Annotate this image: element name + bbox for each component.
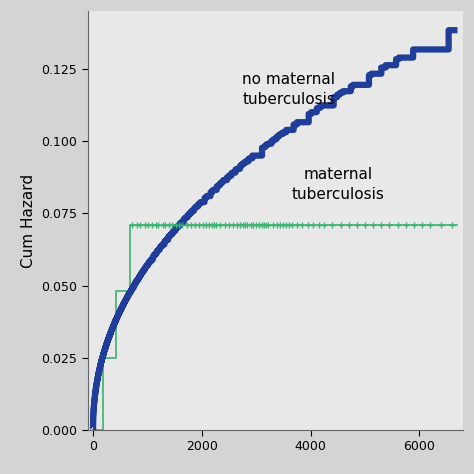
Text: maternal
tuberculosis: maternal tuberculosis <box>292 167 384 202</box>
Text: no maternal
tuberculosis: no maternal tuberculosis <box>242 72 335 107</box>
Y-axis label: Cum Hazard: Cum Hazard <box>20 173 36 268</box>
